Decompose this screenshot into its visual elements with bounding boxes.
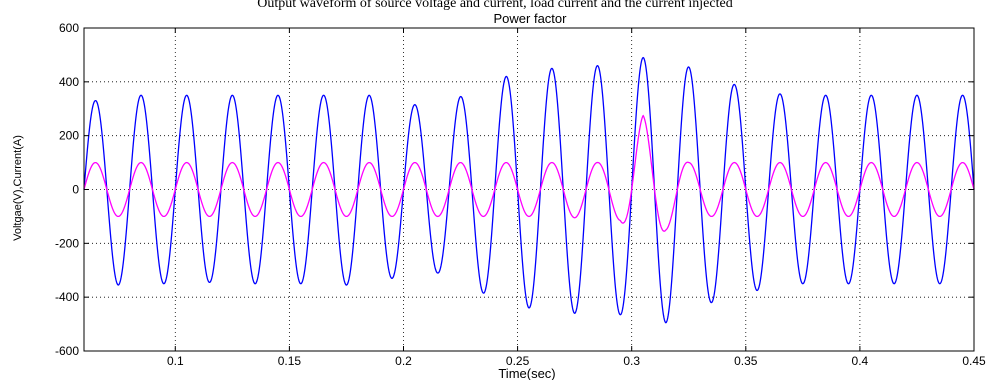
chart-title: Power factor — [494, 11, 568, 26]
x-tick-label: 0.15 — [278, 354, 302, 368]
y-tick-label: 0 — [72, 183, 79, 197]
axis-ticks: 0.1 0.15 0.2 0.25 0.3 0.35 0.4 0.45 -600 -400 -200… — [55, 21, 986, 368]
y-tick-label: 200 — [59, 129, 79, 143]
x-tick-label: 0.45 — [962, 354, 986, 368]
grid — [84, 27, 975, 352]
x-tick-label: 0.4 — [852, 354, 869, 368]
x-tick-label: 0.1 — [167, 354, 184, 368]
y-tick-label: 400 — [59, 75, 79, 89]
y-tick-label: -600 — [55, 344, 79, 358]
x-tick-label: 0.3 — [623, 354, 640, 368]
x-axis-label: Time(sec) — [498, 366, 555, 380]
voltage-series-line — [83, 56, 975, 324]
x-tick-label: 0.25 — [506, 354, 530, 368]
y-tick-label: -200 — [55, 236, 79, 250]
y-tick-label: -400 — [55, 290, 79, 304]
plot-lines — [83, 56, 975, 324]
x-tick-label: 0.35 — [734, 354, 758, 368]
y-tick-label: 600 — [59, 21, 79, 35]
x-tick-label: 0.2 — [395, 354, 412, 368]
current-series-line — [83, 114, 975, 232]
figure-caption: Output waveform of source voltage and cu… — [257, 0, 733, 11]
y-axis-label: Voltgae(V),Current(A) — [12, 135, 24, 241]
